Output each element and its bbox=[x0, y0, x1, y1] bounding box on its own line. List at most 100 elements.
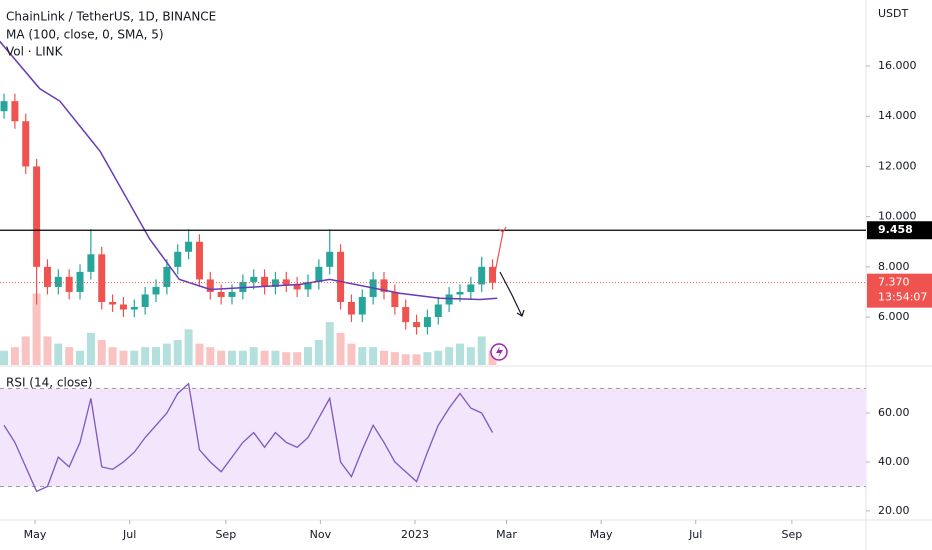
volume-bar bbox=[54, 343, 63, 365]
candle-body bbox=[217, 291, 225, 297]
rsi-legend: RSI (14, close) bbox=[6, 376, 92, 390]
volume-bar bbox=[65, 347, 74, 365]
down-arrow-head bbox=[516, 309, 525, 317]
x-tick-label: Jul bbox=[122, 528, 136, 541]
candle-body bbox=[163, 266, 171, 287]
volume-bar bbox=[21, 336, 30, 365]
candle-body bbox=[456, 291, 464, 295]
up-arrow bbox=[492, 231, 504, 284]
rsi-line bbox=[3, 382, 494, 493]
volume-bar bbox=[97, 340, 106, 365]
volume-bar bbox=[206, 347, 215, 365]
candle-body bbox=[185, 241, 193, 252]
volume-bar bbox=[325, 322, 334, 365]
up-arrow-head bbox=[497, 226, 507, 233]
ma-line bbox=[0, 40, 498, 301]
y-tick-label: 14.000 bbox=[878, 109, 917, 122]
candle-body bbox=[109, 301, 117, 305]
volume-bar bbox=[141, 347, 150, 365]
volume-bar bbox=[238, 350, 247, 365]
volume-bar bbox=[108, 347, 117, 365]
candle-body bbox=[304, 281, 312, 290]
candle-body bbox=[54, 276, 62, 287]
candle-body bbox=[98, 254, 106, 302]
volume-bar bbox=[260, 350, 269, 365]
volume-bar bbox=[173, 340, 182, 365]
candle-body bbox=[65, 276, 73, 292]
candle-body bbox=[152, 286, 160, 295]
volume-bar bbox=[477, 336, 486, 365]
level-label: 9.458 bbox=[878, 223, 913, 236]
candle-body bbox=[423, 317, 431, 328]
volume-bar bbox=[434, 350, 443, 365]
candle-body bbox=[250, 276, 258, 282]
volume-bar bbox=[76, 350, 85, 365]
x-tick-label: Nov bbox=[310, 528, 332, 541]
down-arrow bbox=[499, 271, 523, 317]
last-price-box bbox=[867, 273, 932, 308]
candle-body bbox=[11, 101, 19, 122]
volume-bar bbox=[32, 293, 41, 365]
ma-legend: MA (100, close, 0, SMA, 5) bbox=[6, 28, 164, 42]
volume-bar bbox=[314, 340, 323, 365]
currency-label: USDT bbox=[878, 7, 909, 20]
y-tick-label: 10.000 bbox=[878, 210, 917, 223]
plot-layer: 6.000 8.000 10.000 12.000 14.000 16.000 20.00 4… bbox=[0, 40, 932, 541]
candle-body bbox=[282, 279, 290, 285]
x-tick-label: May bbox=[590, 528, 613, 541]
volume-bar bbox=[379, 350, 388, 365]
volume-bar bbox=[423, 352, 432, 365]
volume-bar bbox=[293, 352, 302, 365]
candle-body bbox=[119, 304, 127, 310]
volume-bar bbox=[217, 350, 226, 365]
x-tick-label: 2023 bbox=[401, 528, 429, 541]
candle-body bbox=[391, 291, 399, 308]
volume-bar bbox=[336, 332, 345, 365]
candle-body bbox=[434, 304, 442, 318]
x-tick-label: Sep bbox=[215, 528, 236, 541]
volume-bar bbox=[401, 354, 410, 365]
last-price-label: 7.370 bbox=[878, 276, 910, 289]
volume-bar bbox=[43, 336, 52, 365]
candle-body bbox=[326, 251, 334, 267]
candle-body bbox=[445, 294, 453, 305]
candle-body bbox=[478, 266, 486, 285]
volume-bar bbox=[130, 350, 139, 365]
candle-body bbox=[402, 307, 410, 323]
candle-body bbox=[261, 276, 269, 287]
candle-body bbox=[130, 307, 138, 310]
volume-bar bbox=[455, 343, 464, 365]
y-tick-label: 12.000 bbox=[878, 159, 917, 172]
volume-bar bbox=[152, 347, 161, 365]
candle-body bbox=[489, 266, 497, 283]
candle-body bbox=[337, 251, 345, 302]
volume-bar bbox=[445, 347, 454, 365]
x-tick-label: Jul bbox=[688, 528, 702, 541]
candle-body bbox=[22, 121, 30, 167]
volume-bar bbox=[0, 350, 9, 365]
volume-bar bbox=[195, 343, 204, 365]
volume-bar bbox=[390, 352, 399, 365]
candle-body bbox=[347, 301, 355, 315]
candle-body bbox=[195, 241, 203, 280]
volume-bar bbox=[412, 354, 421, 365]
volume-bar bbox=[228, 350, 237, 365]
candle-body bbox=[228, 291, 236, 297]
candle-body bbox=[358, 296, 366, 315]
candle-body bbox=[467, 284, 475, 292]
volume-bar bbox=[162, 343, 171, 365]
volume-bar bbox=[466, 347, 475, 365]
x-tick-label: Mar bbox=[496, 528, 517, 541]
x-tick-label: May bbox=[24, 528, 47, 541]
symbol-title: ChainLink / TetherUS, 1D, BINANCE bbox=[6, 10, 216, 24]
candle-body bbox=[380, 279, 388, 292]
candle-body bbox=[413, 322, 421, 328]
volume-bar bbox=[271, 350, 280, 365]
x-tick-label: Sep bbox=[782, 528, 803, 541]
volume-bar bbox=[304, 347, 313, 365]
volume-bar bbox=[10, 347, 19, 365]
volume-bar bbox=[119, 350, 128, 365]
rsi-tick-label: 60.00 bbox=[878, 406, 910, 419]
volume-bar bbox=[249, 347, 258, 365]
